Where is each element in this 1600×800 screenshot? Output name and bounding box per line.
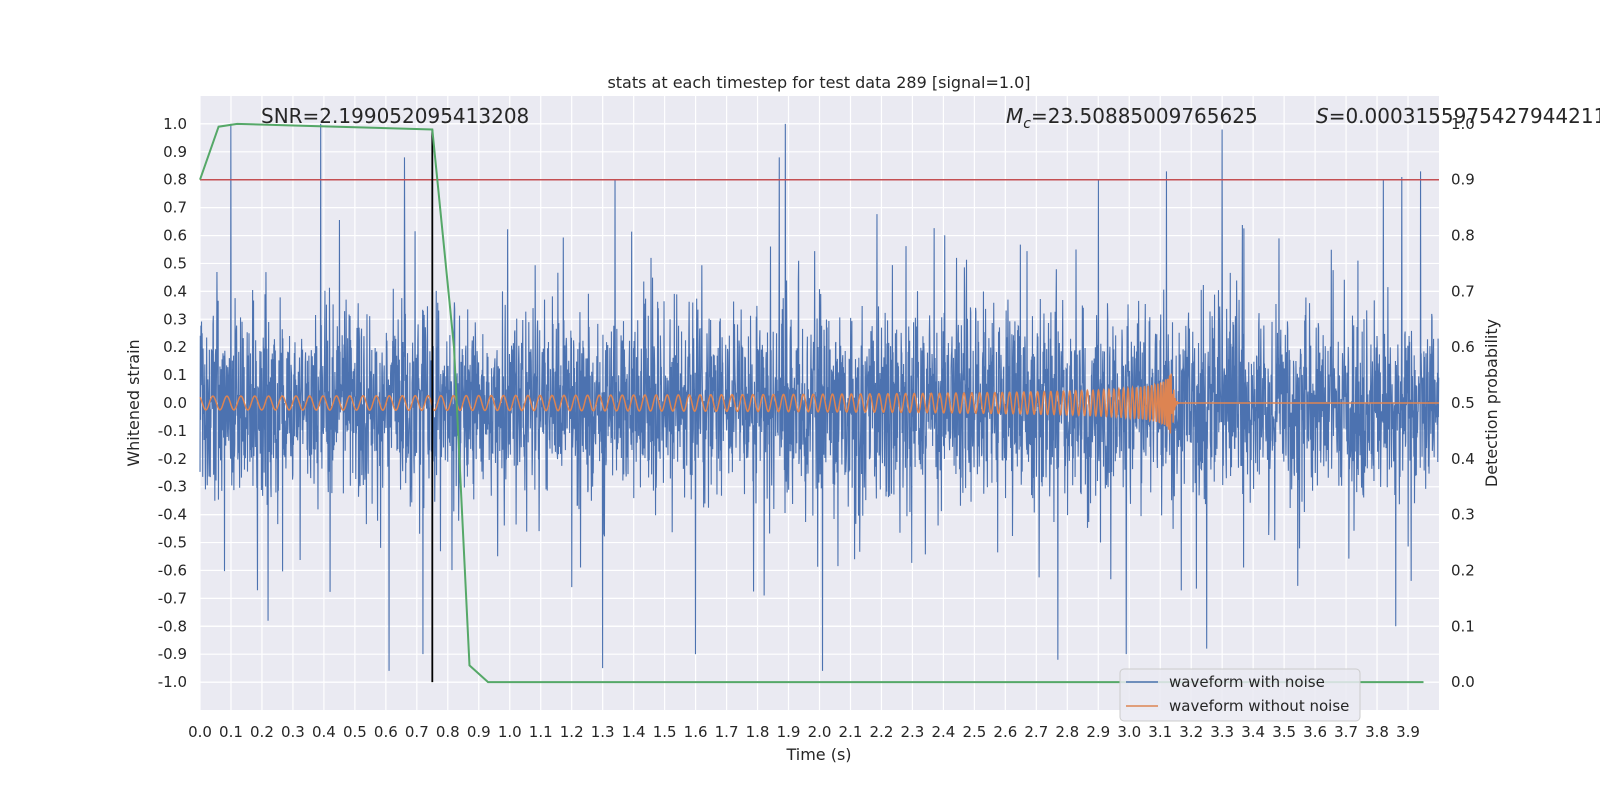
- x-tick-label: 1.0: [498, 723, 522, 741]
- y-tick-label: 0.5: [163, 254, 187, 272]
- x-tick-label: 2.7: [1024, 723, 1048, 741]
- x-tick-label: 0.2: [250, 723, 274, 741]
- y2-tick-label: 0.5: [1451, 394, 1475, 412]
- x-tick-label: 1.2: [560, 723, 584, 741]
- x-tick-label: 2.0: [808, 723, 832, 741]
- x-tick-label: 0.4: [312, 723, 336, 741]
- y2-tick-label: 0.2: [1451, 561, 1475, 579]
- s-symbol: S: [1316, 104, 1329, 128]
- y-axis-label: Whitened strain: [124, 339, 143, 466]
- x-tick-label: 1.5: [653, 723, 677, 741]
- waveform-without-noise-group: [199, 373, 1439, 434]
- y2-tick-label: 0.6: [1451, 338, 1475, 356]
- y-tick-label: -0.5: [158, 534, 187, 552]
- y-tick-label: 0.7: [163, 199, 187, 217]
- x-axis-label: Time (s): [785, 745, 851, 764]
- x-tick-label: 2.2: [870, 723, 894, 741]
- x-tick-label: 3.0: [1117, 723, 1141, 741]
- legend-box: [1119, 668, 1361, 722]
- y-tick-label: -0.7: [158, 589, 187, 607]
- y-tick-label: 0.0: [163, 394, 187, 412]
- waveform-with-noise-group: [199, 123, 1440, 671]
- x-tick-label: 1.3: [591, 723, 615, 741]
- x-tick-label: 3.8: [1365, 723, 1389, 741]
- y-tick-label: -0.1: [158, 422, 187, 440]
- x-tick-label: 2.9: [1086, 723, 1110, 741]
- y-tick-label: 0.2: [163, 338, 187, 356]
- x-tick-label: 1.9: [777, 723, 801, 741]
- y-tick-label: 0.1: [163, 366, 187, 384]
- series-waveform-with-noise: [199, 123, 1440, 671]
- x-tick-label: 1.4: [622, 723, 646, 741]
- x-tick-label: 1.7: [715, 723, 739, 741]
- y2-tick-label: 0.1: [1451, 617, 1475, 635]
- y-tick-label: 0.9: [163, 143, 187, 161]
- y-tick-label: -0.4: [158, 506, 187, 524]
- y-tick-label: 0.4: [163, 282, 187, 300]
- chart-title: stats at each timestep for test data 289…: [607, 73, 1030, 92]
- x-tick-label: 2.6: [993, 723, 1017, 741]
- legend: waveform with noise waveform without noi…: [1119, 668, 1361, 722]
- y2-tick-label: 0.8: [1451, 227, 1475, 245]
- y-tick-label: 0.6: [163, 227, 187, 245]
- x-tick-label: 2.3: [900, 723, 924, 741]
- y-tick-label: -0.8: [158, 617, 187, 635]
- series-detection-probability: [199, 122, 1424, 684]
- x-tick-label: 2.5: [962, 723, 986, 741]
- x-tick-label: 0.0: [188, 723, 212, 741]
- x-tick-label: 3.6: [1303, 723, 1327, 741]
- y2-tick-label: 0.9: [1451, 171, 1475, 189]
- x-tick-label: 3.7: [1334, 723, 1358, 741]
- chirp-mass-subscript: c: [1023, 116, 1031, 132]
- x-tick-label: 3.9: [1396, 723, 1420, 741]
- chirp-mass-symbol: M: [1006, 104, 1023, 128]
- x-tick-label: 2.1: [839, 723, 863, 741]
- x-tick-label: 3.1: [1148, 723, 1172, 741]
- legend-label-clean: waveform without noise: [1169, 697, 1349, 715]
- y2-tick-label: 1.0: [1451, 115, 1475, 133]
- y-tick-label: 0.8: [163, 171, 187, 189]
- snr-annotation: SNR=2.199052095413208: [261, 104, 529, 128]
- x-tick-label: 0.7: [405, 723, 429, 741]
- chirp-mass-annotation: Mc=23.50885009765625: [1006, 104, 1258, 132]
- series-waveform-without-noise: [199, 373, 1439, 434]
- x-tick-label: 1.6: [684, 723, 708, 741]
- chirp-mass-value: =23.50885009765625: [1031, 104, 1258, 128]
- x-tick-label: 3.4: [1241, 723, 1265, 741]
- legend-label-noisy: waveform with noise: [1169, 673, 1325, 691]
- x-tick-label: 3.3: [1210, 723, 1234, 741]
- x-tick-label: 2.8: [1055, 723, 1079, 741]
- y-ticks: 1.0 0.9 0.8 0.7 0.6 0.5 0.4 0.3 0.2 0.1 0.0 -0.1 -0.…: [158, 115, 187, 691]
- x-tick-label: 1.8: [746, 723, 770, 741]
- y2-tick-label: 0.7: [1451, 282, 1475, 300]
- s-value: =0.0003155975427944211: [1329, 104, 1600, 128]
- x-tick-label: 0.1: [219, 723, 243, 741]
- y2-tick-label: 0.3: [1451, 506, 1475, 524]
- y-tick-label: -0.3: [158, 478, 187, 496]
- x-tick-label: 0.5: [343, 723, 367, 741]
- s-annotation: S=0.0003155975427944211: [1316, 104, 1600, 128]
- y-tick-label: -0.6: [158, 561, 187, 579]
- x-tick-label: 2.4: [931, 723, 955, 741]
- x-tick-label: 1.1: [529, 723, 553, 741]
- y2-tick-label: 0.0: [1451, 673, 1475, 691]
- x-tick-label: 0.9: [467, 723, 491, 741]
- y2-ticks: 1.0 0.9 0.8 0.7 0.6 0.5 0.4 0.3 0.2 0.1 0.0: [1451, 115, 1475, 691]
- x-tick-label: 0.3: [281, 723, 305, 741]
- x-tick-label: 3.2: [1179, 723, 1203, 741]
- y-tick-label: -1.0: [158, 673, 187, 691]
- x-tick-label: 0.8: [436, 723, 460, 741]
- y-tick-label: -0.9: [158, 645, 187, 663]
- y-tick-label: 1.0: [163, 115, 187, 133]
- y-tick-label: -0.2: [158, 450, 187, 468]
- y2-axis-label: Detection probability: [1482, 319, 1501, 487]
- x-ticks: 0.0 0.1 0.2 0.3 0.4 0.5 0.6 0.7 0.8 0.9 1.0 1.1 1.2 1…: [188, 723, 1420, 741]
- x-tick-label: 3.5: [1272, 723, 1296, 741]
- overlay-group: [199, 122, 1439, 684]
- y-tick-label: 0.3: [163, 310, 187, 328]
- x-tick-label: 0.6: [374, 723, 398, 741]
- y2-tick-label: 0.4: [1451, 450, 1475, 468]
